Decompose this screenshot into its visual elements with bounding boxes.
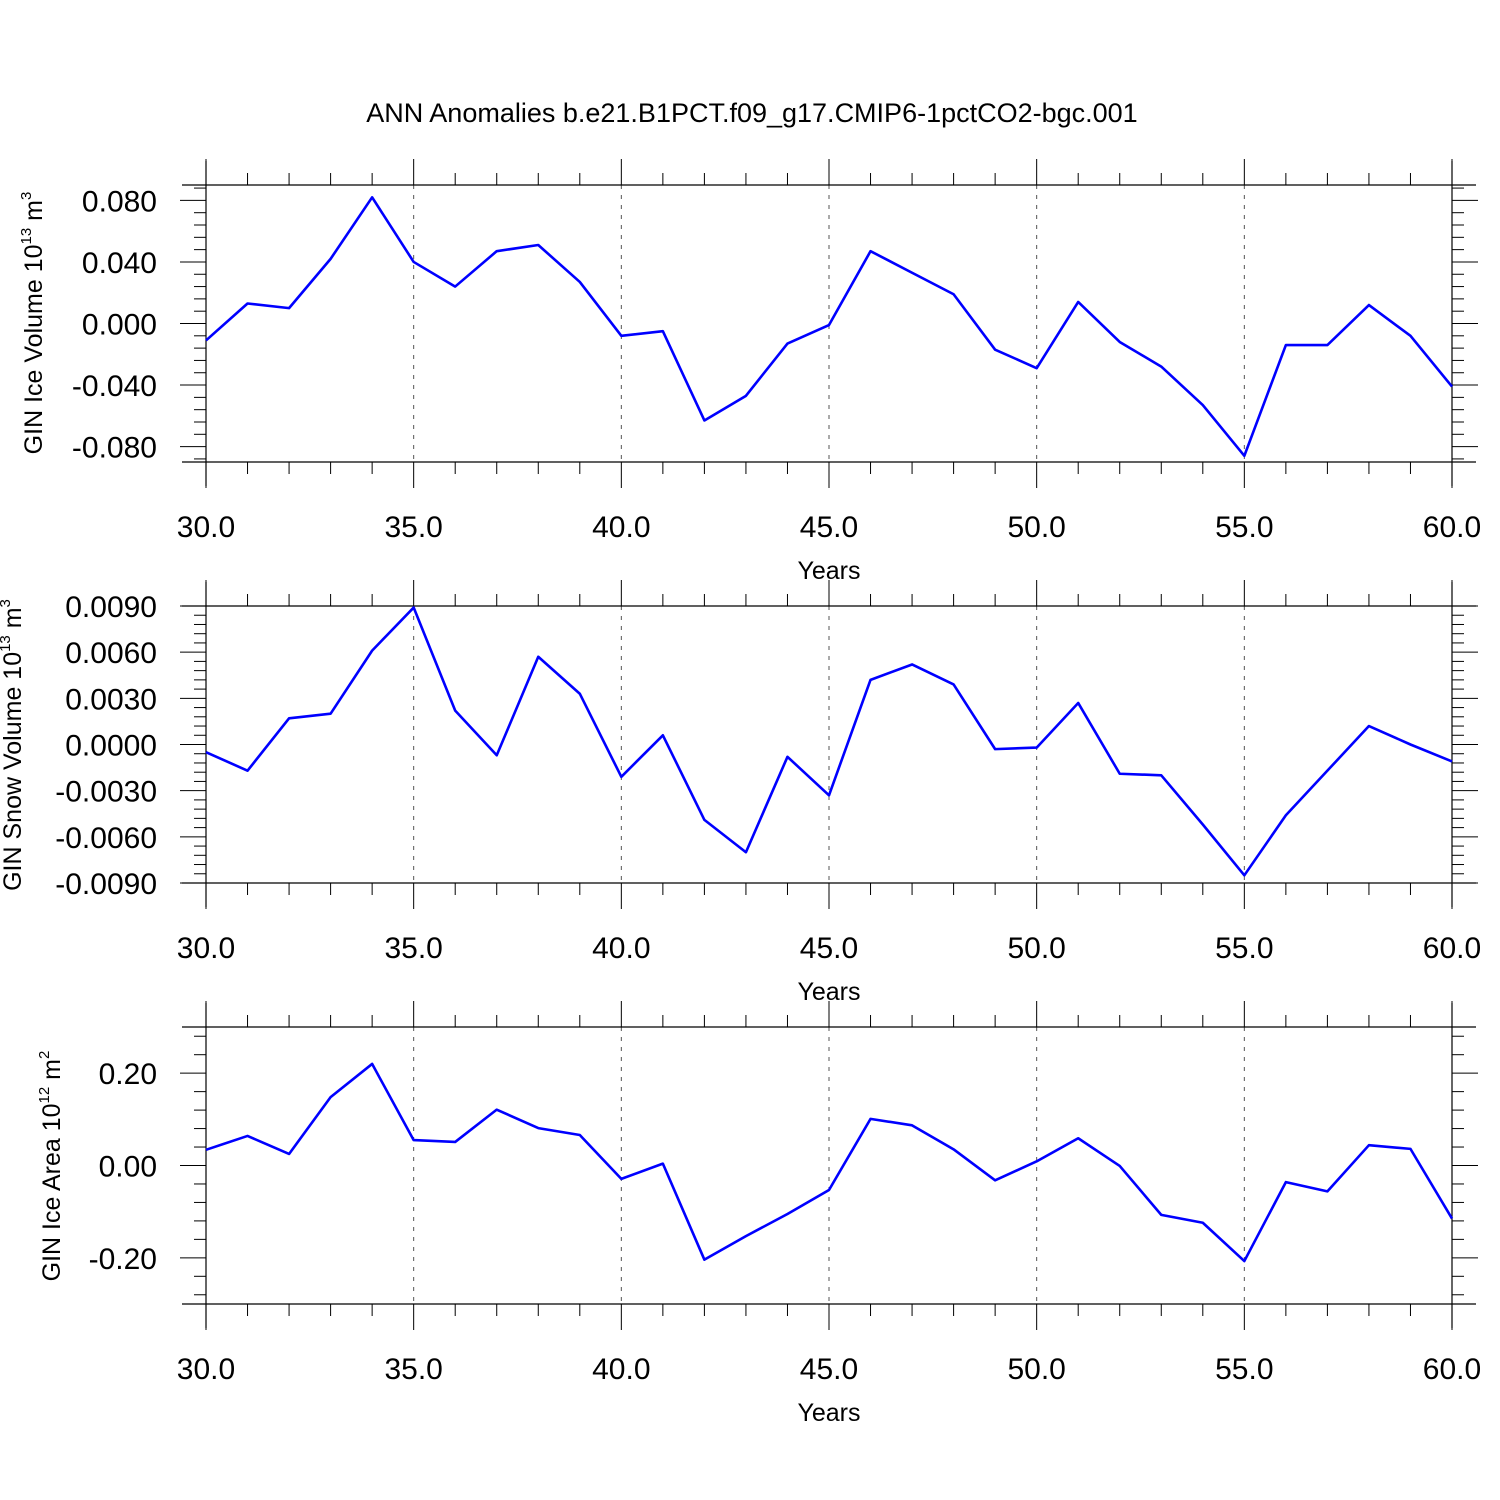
snow-volume-y-axis-label: GIN Snow Volume 1013 m3 (0, 599, 27, 891)
snow-volume-y-tick-label: 0.0060 (65, 637, 157, 670)
ice-area-x-tick-label: 60.0 (1423, 1353, 1481, 1386)
panel-ice-area: GIN Ice Area 1012 m2 Years 30.0 35.0 40.0 4… (36, 1001, 1481, 1427)
snow-volume-y-tick-label: 0.0000 (65, 730, 157, 763)
snow-volume-x-tick-label: 55.0 (1215, 932, 1273, 965)
ice-volume-y-axis-label: GIN Ice Volume 1013 m3 (18, 192, 48, 455)
ice-area-y-tick-label: 0.00 (99, 1151, 157, 1184)
svg-text:GIN Ice Area 1012 m2: GIN Ice Area 1012 m2 (36, 1051, 66, 1282)
snow-volume-x-tick-label: 30.0 (177, 932, 235, 965)
snow-volume-y-tick-label: 0.0090 (65, 591, 157, 624)
ice-volume-x-tick-label: 50.0 (1007, 511, 1065, 544)
snow-volume-ylabel-text: GIN Snow Volume 10 (0, 652, 27, 891)
chart-title: ANN Anomalies b.e21.B1PCT.f09_g17.CMIP6-… (366, 98, 1137, 128)
snow-volume-y-tick-label: -0.0090 (55, 868, 157, 901)
ice-volume-x-tick-label: 40.0 (592, 511, 650, 544)
snow-volume-y-tick-label: 0.0030 (65, 683, 157, 716)
ice-area-series-line (205, 1062, 1454, 1263)
ice-area-x-tick-label: 45.0 (800, 1353, 858, 1386)
ice-area-x-tick-label: 40.0 (592, 1353, 650, 1386)
ice-volume-y-tick-label: 0.040 (82, 247, 157, 280)
svg-text:GIN Ice Volume 1013 m3: GIN Ice Volume 1013 m3 (18, 192, 48, 455)
snow-volume-x-tick-label: 50.0 (1007, 932, 1065, 965)
ice-volume-x-tick-label: 35.0 (384, 511, 442, 544)
ice-volume-y-tick-label: -0.040 (72, 370, 157, 403)
ice-volume-x-tick-label: 60.0 (1423, 511, 1481, 544)
svg-text:GIN Snow Volume 1013 m3: GIN Snow Volume 1013 m3 (0, 599, 27, 891)
snow-volume-x-tick-label: 35.0 (384, 932, 442, 965)
snow-volume-x-tick-label: 45.0 (800, 932, 858, 965)
snow-volume-ylabel-unit: m (0, 607, 27, 635)
snow-volume-ylabel-unit-exp: 3 (0, 599, 14, 607)
snow-volume-ylabel-exp: 13 (0, 635, 14, 652)
ice-volume-ylabel-exp: 13 (18, 228, 35, 245)
ice-volume-y-tick-label: 0.000 (82, 309, 157, 342)
ice-volume-y-tick-label: -0.080 (72, 432, 157, 465)
ice-area-x-axis-label: Years (797, 1399, 860, 1427)
snow-volume-y-tick-label: -0.0030 (55, 776, 157, 809)
ice-volume-ylabel-unit: m (20, 200, 48, 228)
ice-area-x-tick-label: 35.0 (384, 1353, 442, 1386)
snow-volume-series-line (205, 606, 1453, 877)
ice-volume-x-tick-label: 30.0 (177, 511, 235, 544)
ice-area-ylabel-unit: m (38, 1059, 66, 1087)
ice-volume-series-line (205, 196, 1454, 458)
ice-area-y-tick-label: -0.20 (89, 1243, 157, 1276)
ice-area-ylabel-text: GIN Ice Area 10 (38, 1103, 66, 1281)
panel-ice-volume: GIN Ice Volume 1013 m3 Years 30.0 35.0 40.… (18, 159, 1481, 585)
ice-area-ylabel-exp: 12 (36, 1087, 53, 1104)
snow-volume-x-tick-label: 40.0 (592, 932, 650, 965)
snow-volume-x-tick-label: 60.0 (1423, 932, 1481, 965)
ice-volume-ylabel-text: GIN Ice Volume 10 (20, 244, 48, 454)
ice-volume-ylabel-unit-exp: 3 (18, 192, 35, 200)
ice-area-x-tick-label: 30.0 (177, 1353, 235, 1386)
ice-volume-y-tick-label: 0.080 (82, 185, 157, 218)
panel-snow-volume: GIN Snow Volume 1013 m3 Years 30.035.040… (0, 580, 1481, 1006)
ice-volume-x-tick-label: 45.0 (800, 511, 858, 544)
ice-area-x-tick-label: 50.0 (1007, 1353, 1065, 1386)
snow-volume-y-tick-label: -0.0060 (55, 822, 157, 855)
ice-area-y-tick-label: 0.20 (99, 1058, 157, 1091)
ice-volume-x-tick-label: 55.0 (1215, 511, 1273, 544)
ice-area-x-tick-label: 55.0 (1215, 1353, 1273, 1386)
ice-area-ylabel-unit-exp: 2 (36, 1051, 53, 1059)
ice-area-y-axis-label: GIN Ice Area 1012 m2 (36, 1051, 66, 1282)
